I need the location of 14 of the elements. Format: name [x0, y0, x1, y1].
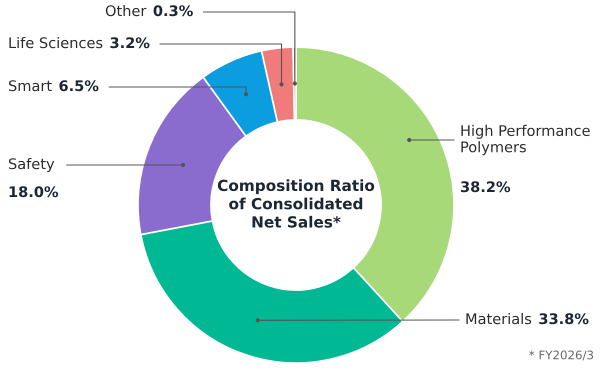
data-label: 0.3%	[154, 5, 193, 16]
data-label: 18.0%	[10, 186, 58, 198]
slice-label: Materials	[466, 312, 532, 324]
slice-label: Other	[106, 4, 146, 16]
data-label: 6.5%	[59, 80, 98, 92]
data-label: 38.2%	[460, 181, 510, 192]
text: Composition Ratio of Consolidated Net Sales*	[218, 179, 374, 228]
slice-label: Smart	[8, 80, 52, 92]
data-label: 3.2%	[110, 37, 150, 48]
slice-label: Safety	[8, 158, 54, 172]
data-label: 33.8%	[539, 313, 589, 324]
slice-label: High Performance Polymers	[461, 124, 590, 156]
slice-label: Life Sciences	[9, 36, 102, 48]
text: * FY2026/3	[529, 350, 594, 360]
